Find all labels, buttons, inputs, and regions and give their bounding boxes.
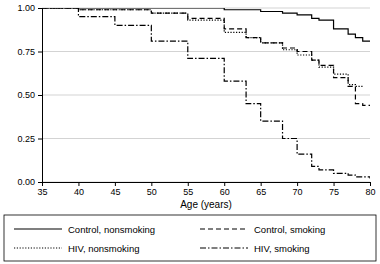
- legend-label: Control, smoking: [254, 224, 325, 235]
- legend-swatch: [14, 228, 62, 229]
- y-tick-label: 0.75: [17, 47, 35, 57]
- y-tick-label: 0.00: [17, 177, 35, 187]
- plot-area: [42, 8, 370, 179]
- x-tick-mark: [188, 182, 189, 186]
- x-tick-mark: [224, 182, 225, 186]
- legend-box: [4, 215, 376, 261]
- y-tick-label: 0.50: [17, 90, 35, 100]
- x-tick-mark: [297, 182, 298, 186]
- x-tick-label: 75: [329, 187, 339, 197]
- x-tick: 45: [110, 182, 120, 197]
- legend-swatch: [14, 247, 62, 248]
- x-axis: 35 40 45 50 55 60 65 70 75 80: [37, 182, 375, 197]
- x-tick-label: 70: [293, 187, 303, 197]
- x-tick-label: 40: [74, 187, 84, 197]
- x-tick-label: 50: [147, 187, 157, 197]
- x-tick: 75: [329, 182, 339, 197]
- x-tick-mark: [334, 182, 335, 186]
- y-tick-mark: [38, 52, 42, 53]
- x-tick-mark: [261, 182, 262, 186]
- x-tick: 50: [147, 182, 157, 197]
- x-tick-label: 65: [256, 187, 266, 197]
- x-tick: 55: [183, 182, 193, 197]
- legend-label: HIV, nonsmoking: [68, 243, 139, 254]
- grid-line: [42, 138, 370, 139]
- x-axis-title: Age (years): [180, 199, 232, 210]
- grid: [42, 8, 370, 182]
- y-axis-line: [38, 9, 43, 183]
- y-tick: 0.75: [17, 47, 42, 57]
- y-tick-mark: [38, 182, 42, 183]
- x-tick: 60: [220, 182, 230, 197]
- x-tick-label: 80: [365, 187, 375, 197]
- x-tick-mark: [370, 182, 371, 186]
- grid-line: [42, 51, 370, 52]
- x-tick-label: 45: [110, 187, 120, 197]
- y-tick: 1.00: [17, 3, 42, 13]
- y-tick-mark: [38, 8, 42, 9]
- x-tick-mark: [115, 182, 116, 186]
- x-tick: 40: [74, 182, 84, 197]
- y-tick: 0.00: [17, 177, 42, 187]
- x-axis-line: [43, 183, 371, 187]
- chart: 35 40 45 50 55 60 65 70 75 80 0.00 0.25 0.50 0.75 1.00…: [0, 0, 380, 264]
- legend: Control, nonsmoking Control, smoking HIV, …: [4, 215, 376, 261]
- legend-label: HIV, smoking: [254, 243, 310, 254]
- x-tick-label: 55: [183, 187, 193, 197]
- survival-line: [42, 8, 370, 41]
- x-tick: 35: [37, 182, 47, 197]
- y-tick-mark: [38, 139, 42, 140]
- y-tick-label: 1.00: [17, 3, 35, 13]
- y-axis: 0.00 0.25 0.50 0.75 1.00: [17, 3, 42, 187]
- x-tick: 65: [256, 182, 266, 197]
- x-tick-label: 60: [220, 187, 230, 197]
- grid-line: [42, 95, 370, 96]
- y-tick-mark: [38, 95, 42, 96]
- x-tick-mark: [151, 182, 152, 186]
- x-tick: 70: [293, 182, 303, 197]
- y-tick: 0.25: [17, 134, 42, 144]
- legend-label: Control, nonsmoking: [68, 224, 155, 235]
- survival-line: [42, 8, 370, 179]
- x-tick-label: 35: [37, 187, 47, 197]
- legend-swatch: [200, 228, 248, 229]
- y-tick: 0.50: [17, 90, 42, 100]
- legend-swatch: [200, 247, 248, 248]
- y-tick-label: 0.25: [17, 134, 35, 144]
- x-tick: 80: [365, 182, 375, 197]
- x-tick-mark: [78, 182, 79, 186]
- survival-line: [42, 8, 370, 105]
- survival-line: [42, 8, 363, 86]
